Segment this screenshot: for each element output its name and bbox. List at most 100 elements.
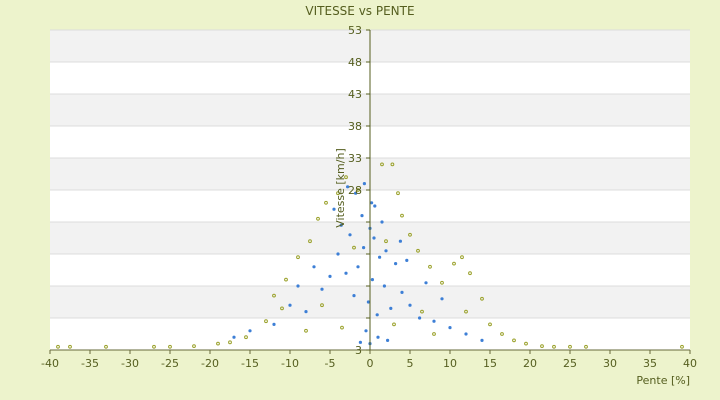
data-point: [324, 200, 328, 205]
data-point: [354, 191, 358, 195]
data-point: [336, 191, 340, 196]
data-point: [328, 274, 332, 278]
x-tick-label: -5: [325, 357, 336, 370]
data-point: [378, 255, 382, 259]
y-axis-ticks: 3 28 33 38 43 48 53: [348, 24, 370, 357]
data-point: [192, 344, 196, 349]
x-tick-label: 40: [683, 357, 697, 370]
data-point: [244, 335, 248, 340]
data-point: [332, 207, 336, 211]
data-point: [344, 175, 348, 180]
data-point: [400, 213, 404, 218]
x-tick-label: 15: [483, 357, 497, 370]
data-point: [440, 280, 444, 285]
data-point: [264, 319, 268, 324]
data-point: [380, 220, 384, 224]
data-point: [552, 344, 556, 349]
y-tick-label: 33: [348, 152, 362, 165]
x-tick-label: -35: [81, 357, 99, 370]
data-point: [360, 214, 364, 218]
data-point: [272, 293, 276, 298]
data-point: [428, 264, 432, 269]
y-tick-label: 38: [348, 120, 362, 133]
data-point: [68, 344, 72, 349]
data-point: [372, 236, 376, 240]
data-point: [416, 248, 420, 253]
data-point: [418, 316, 422, 320]
data-point: [358, 340, 362, 344]
data-point: [304, 328, 308, 333]
data-point: [280, 306, 284, 311]
data-point: [228, 340, 232, 345]
data-point: [362, 246, 366, 250]
data-point: [104, 344, 108, 349]
x-tick-label: -40: [41, 357, 59, 370]
data-point: [384, 239, 388, 244]
data-point: [524, 341, 528, 346]
data-point: [356, 265, 360, 269]
data-point: [432, 332, 436, 336]
data-point: [352, 294, 356, 298]
data-point: [584, 344, 588, 349]
data-point: [384, 249, 388, 253]
x-tick-label: 5: [407, 357, 414, 370]
data-point: [389, 306, 393, 310]
data-point: [382, 284, 386, 288]
x-tick-label: 25: [563, 357, 577, 370]
data-point: [352, 245, 356, 250]
x-tick-label: -20: [201, 357, 219, 370]
y-tick-label: 28: [348, 184, 362, 197]
data-point: [336, 252, 340, 256]
data-point: [394, 262, 398, 266]
data-point: [304, 310, 308, 314]
data-point: [376, 335, 380, 339]
data-point: [440, 297, 444, 301]
data-point: [452, 261, 456, 266]
x-tick-label: -15: [241, 357, 259, 370]
x-tick-label: 10: [443, 357, 457, 370]
data-point: [296, 284, 300, 288]
data-point: [432, 319, 436, 323]
data-point: [400, 290, 404, 294]
x-axis-ticks: -40 -35 -30 -25 -20 -15 -10 -5 0 5 10 15 20 25 30 35 40: [41, 350, 697, 370]
data-point: [346, 185, 350, 189]
data-point: [540, 344, 544, 349]
data-points: [56, 162, 684, 349]
x-tick-label: 35: [643, 357, 657, 370]
data-point: [500, 332, 504, 336]
data-point: [375, 313, 379, 317]
data-point: [284, 277, 288, 282]
data-point: [512, 338, 516, 343]
data-point: [370, 201, 374, 205]
x-tick-label: 30: [603, 357, 617, 370]
data-point: [308, 239, 312, 244]
data-point: [288, 303, 292, 307]
data-point: [296, 255, 300, 260]
data-point: [320, 303, 324, 308]
data-point: [420, 309, 424, 314]
data-point: [312, 265, 316, 269]
data-point: [390, 162, 395, 167]
data-point: [364, 329, 368, 333]
data-point: [56, 344, 60, 349]
data-point: [398, 239, 402, 243]
data-point: [568, 344, 572, 349]
y-tick-label: 3: [355, 344, 362, 357]
data-point: [168, 344, 172, 349]
data-point: [356, 188, 360, 192]
data-point: [488, 322, 492, 327]
data-point: [362, 182, 366, 186]
data-point: [320, 287, 324, 291]
y-tick-label: 48: [348, 56, 362, 69]
data-point: [366, 300, 370, 304]
x-tick-label: 0: [367, 357, 374, 370]
data-point: [468, 271, 472, 276]
data-point: [464, 332, 468, 336]
x-axis-title: Pente [%]: [636, 374, 690, 387]
data-point: [480, 338, 484, 342]
y-tick-label: 43: [348, 88, 362, 101]
x-tick-label: -30: [121, 357, 139, 370]
data-point: [339, 223, 343, 227]
data-point: [448, 326, 452, 330]
